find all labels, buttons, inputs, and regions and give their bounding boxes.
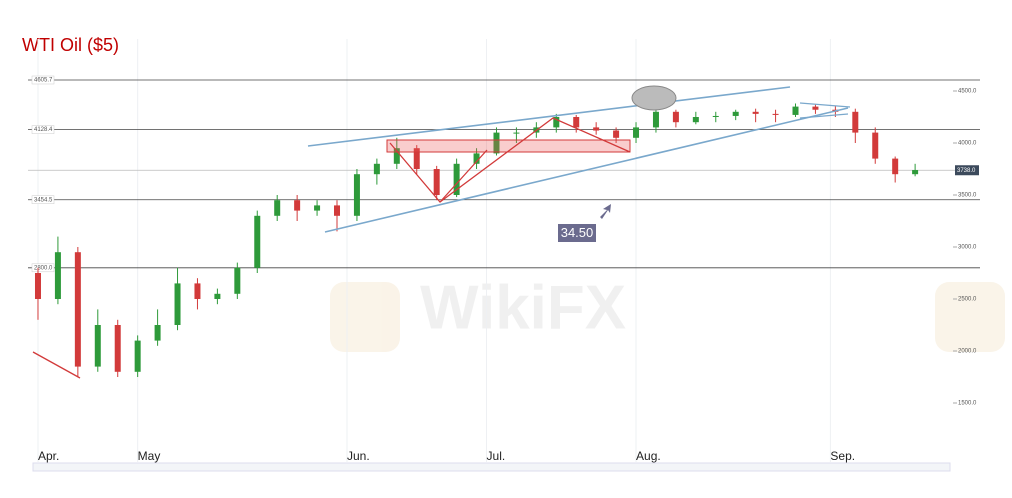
y-tick-label: 2000.0 <box>958 349 977 355</box>
candle-body <box>892 158 899 175</box>
level-label: 3454.5 <box>34 197 53 203</box>
candle-body <box>393 148 400 164</box>
y-tick-label: 3000.0 <box>958 245 977 251</box>
x-tick-label: Jun. <box>347 449 370 463</box>
candle-body <box>712 115 719 117</box>
y-tick-label: 1500.0 <box>958 401 977 407</box>
candle-body <box>373 163 380 175</box>
annotation-box <box>558 224 596 242</box>
candle-body <box>274 200 281 216</box>
level-label: 2800.0 <box>34 265 53 271</box>
candle-body <box>194 283 201 299</box>
candle-body <box>912 170 919 175</box>
candle-body <box>214 293 221 299</box>
candle-body <box>94 325 101 367</box>
x-tick-label: Apr. <box>38 449 59 463</box>
candle-body <box>34 273 41 299</box>
candle-body <box>872 132 879 159</box>
candle-body <box>652 111 659 128</box>
candle-body <box>433 169 440 195</box>
candle-body <box>812 106 819 110</box>
level-label: 4605.7 <box>34 78 53 84</box>
candle-body <box>54 252 61 299</box>
candle-body <box>174 283 181 325</box>
candle-body <box>294 200 301 211</box>
highlight-ellipse <box>631 85 677 111</box>
candle-body <box>852 111 859 133</box>
y-tick-label: 4500.0 <box>958 89 977 95</box>
watermark-logo <box>935 282 1005 352</box>
arrow <box>600 204 611 219</box>
y-tick-label: 2500.0 <box>958 297 977 303</box>
x-tick-label: Aug. <box>636 449 661 463</box>
candle-body <box>473 153 480 164</box>
candle-body <box>573 117 580 128</box>
x-tick-label: Sep. <box>830 449 855 463</box>
drawings: 34.50 <box>32 85 851 379</box>
level-label-box <box>31 75 55 85</box>
candle-body <box>672 111 679 123</box>
candle-body <box>114 325 121 372</box>
candle-body <box>513 132 520 134</box>
trendline <box>799 102 851 108</box>
candles <box>34 101 919 377</box>
candle-body <box>254 215 261 268</box>
pattern-line <box>32 351 81 379</box>
range-box <box>386 139 631 153</box>
level-label: 4128.4 <box>34 127 53 133</box>
watermark-logo <box>330 282 400 352</box>
chart-title: WTI Oil ($5) <box>22 35 119 55</box>
trendline <box>799 113 849 119</box>
candle-body <box>593 127 600 131</box>
x-tick-label: May <box>138 449 161 463</box>
candle-body <box>413 148 420 169</box>
x-tick-label: Jul. <box>487 449 506 463</box>
candle-body <box>334 205 341 216</box>
candle-body <box>353 174 360 216</box>
candle-body <box>453 163 460 195</box>
candle-body <box>314 205 321 211</box>
navigator <box>32 462 951 472</box>
candle-body <box>752 111 759 114</box>
navigator-strip <box>32 462 951 472</box>
level-label-box <box>31 125 55 134</box>
trendline <box>307 86 791 147</box>
last-price-box <box>955 165 979 176</box>
watermark: WikiFX <box>420 273 626 342</box>
candle-body <box>692 117 699 123</box>
pattern-line <box>389 117 631 203</box>
candle-body <box>792 106 799 115</box>
level-label-box <box>31 263 55 273</box>
candle-body <box>134 340 141 372</box>
candle-body <box>234 267 241 294</box>
trendline <box>324 107 849 233</box>
y-tick-label: 4000.0 <box>958 141 977 147</box>
candle-body <box>493 132 500 154</box>
candle-body <box>732 111 739 116</box>
annotation: 34.50 <box>561 225 594 240</box>
y-tick-label: 3500.0 <box>958 193 977 199</box>
candle-body <box>74 252 81 367</box>
level-label-box <box>31 195 55 204</box>
grid: 4605.7 4128.4 3454.5 2800.0 <box>28 39 980 462</box>
candle-body <box>553 117 560 128</box>
last-price-label: 3738.0 <box>957 168 976 174</box>
watermark-layer: WikiFX <box>330 273 1005 352</box>
candle-body <box>154 325 161 341</box>
candle-body <box>772 113 779 115</box>
candle-body <box>633 127 640 138</box>
pattern-line <box>439 149 488 203</box>
candle-body <box>613 130 620 138</box>
